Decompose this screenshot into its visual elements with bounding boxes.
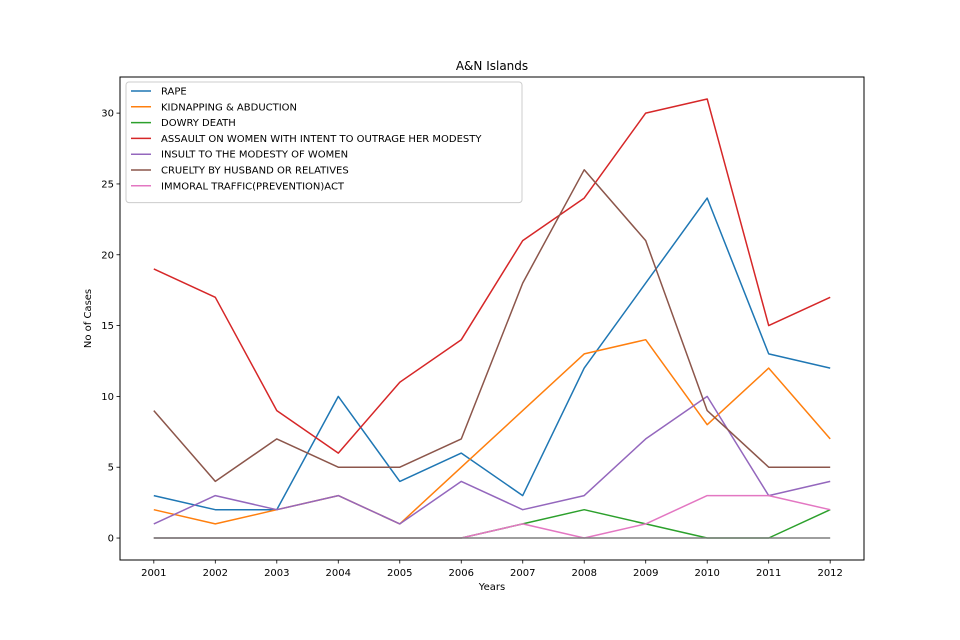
y-tick-label: 5 xyxy=(108,463,114,474)
y-tick-label: 25 xyxy=(101,179,114,190)
y-axis: 0 5 10 15 20 25 30 xyxy=(101,109,120,545)
x-tick-label: 2007 xyxy=(510,568,535,579)
legend-entry: ASSAULT ON WOMEN WITH INTENT TO OUTRAGE … xyxy=(161,134,482,145)
x-tick-label: 2003 xyxy=(264,568,289,579)
series-line-3 xyxy=(153,98,831,454)
y-tick-label: 20 xyxy=(101,250,114,261)
series-line-4 xyxy=(153,395,831,525)
y-tick-label: 10 xyxy=(101,392,114,403)
x-tick-label: 2004 xyxy=(326,568,351,579)
y-tick-label: 15 xyxy=(101,321,114,332)
y-axis-label: No of Cases xyxy=(83,289,94,348)
legend-entry: IMMORAL TRAFFIC(PREVENTION)ACT xyxy=(161,181,345,192)
x-tick-label: 2012 xyxy=(817,568,842,579)
legend-entry: KIDNAPPING & ABDUCTION xyxy=(161,102,297,113)
x-tick-label: 2005 xyxy=(387,568,412,579)
x-axis-label: Years xyxy=(478,582,505,593)
legend: RAPE KIDNAPPING & ABDUCTION DOWRY DEATH ASS… xyxy=(125,81,523,204)
x-tick-label: 2006 xyxy=(449,568,474,579)
x-tick-label: 2001 xyxy=(141,568,166,579)
legend-entry: CRUELTY BY HUSBAND OR RELATIVES xyxy=(161,166,349,177)
x-tick-label: 2009 xyxy=(633,568,658,579)
y-tick-label: 0 xyxy=(108,534,114,545)
x-tick-label: 2011 xyxy=(756,568,781,579)
legend-box xyxy=(125,81,523,204)
series-line-0 xyxy=(153,197,831,511)
x-tick-label: 2010 xyxy=(694,568,719,579)
legend-entry: INSULT TO THE MODESTY OF WOMEN xyxy=(161,150,348,161)
legend-entry: DOWRY DEATH xyxy=(161,118,236,129)
x-tick-label: 2008 xyxy=(572,568,597,579)
x-tick-label: 2002 xyxy=(203,568,228,579)
chart-title: A&N Islands xyxy=(456,59,528,73)
y-tick-label: 30 xyxy=(101,109,114,120)
series-lines xyxy=(153,98,831,539)
series-line-1 xyxy=(153,338,831,525)
x-axis: 2001 2002 2003 2004 2005 2006 2007 2008 2009 2010… xyxy=(141,560,843,579)
series-line-5 xyxy=(153,169,831,483)
legend-entry: RAPE xyxy=(161,87,187,98)
plot-frame xyxy=(119,76,865,561)
